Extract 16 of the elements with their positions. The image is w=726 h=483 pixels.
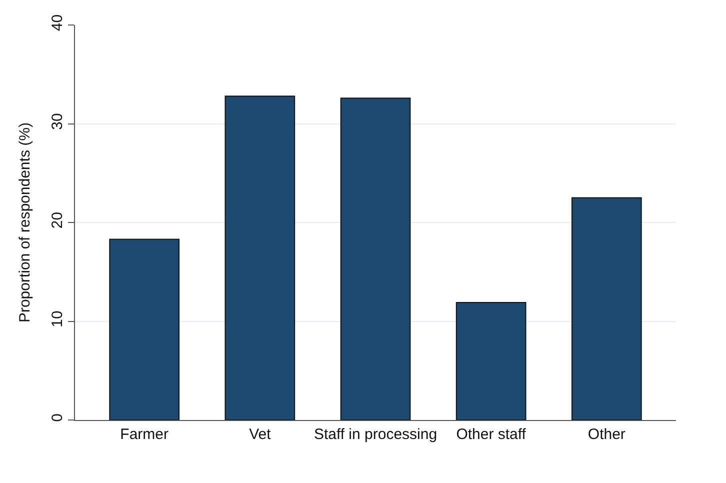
y-tick-label: 10 [49, 310, 66, 328]
y-tick-label: 0 [49, 414, 66, 422]
x-tick-label: Vet [249, 426, 272, 443]
bar [571, 197, 642, 420]
y-tick-label: 30 [49, 113, 66, 130]
x-tick-label: Other [588, 426, 626, 443]
y-tick-label: 40 [49, 14, 66, 32]
x-tick-label: Other staff [456, 426, 527, 443]
bar [109, 238, 180, 420]
y-axis-title: Proportion of respondents (%) [16, 122, 34, 323]
x-tick-label: Staff in processing [314, 426, 438, 443]
bar [224, 96, 296, 420]
x-tick-label: Farmer [120, 426, 169, 443]
bar [456, 302, 526, 420]
bar [340, 98, 411, 420]
y-tick-label: 20 [49, 212, 66, 229]
